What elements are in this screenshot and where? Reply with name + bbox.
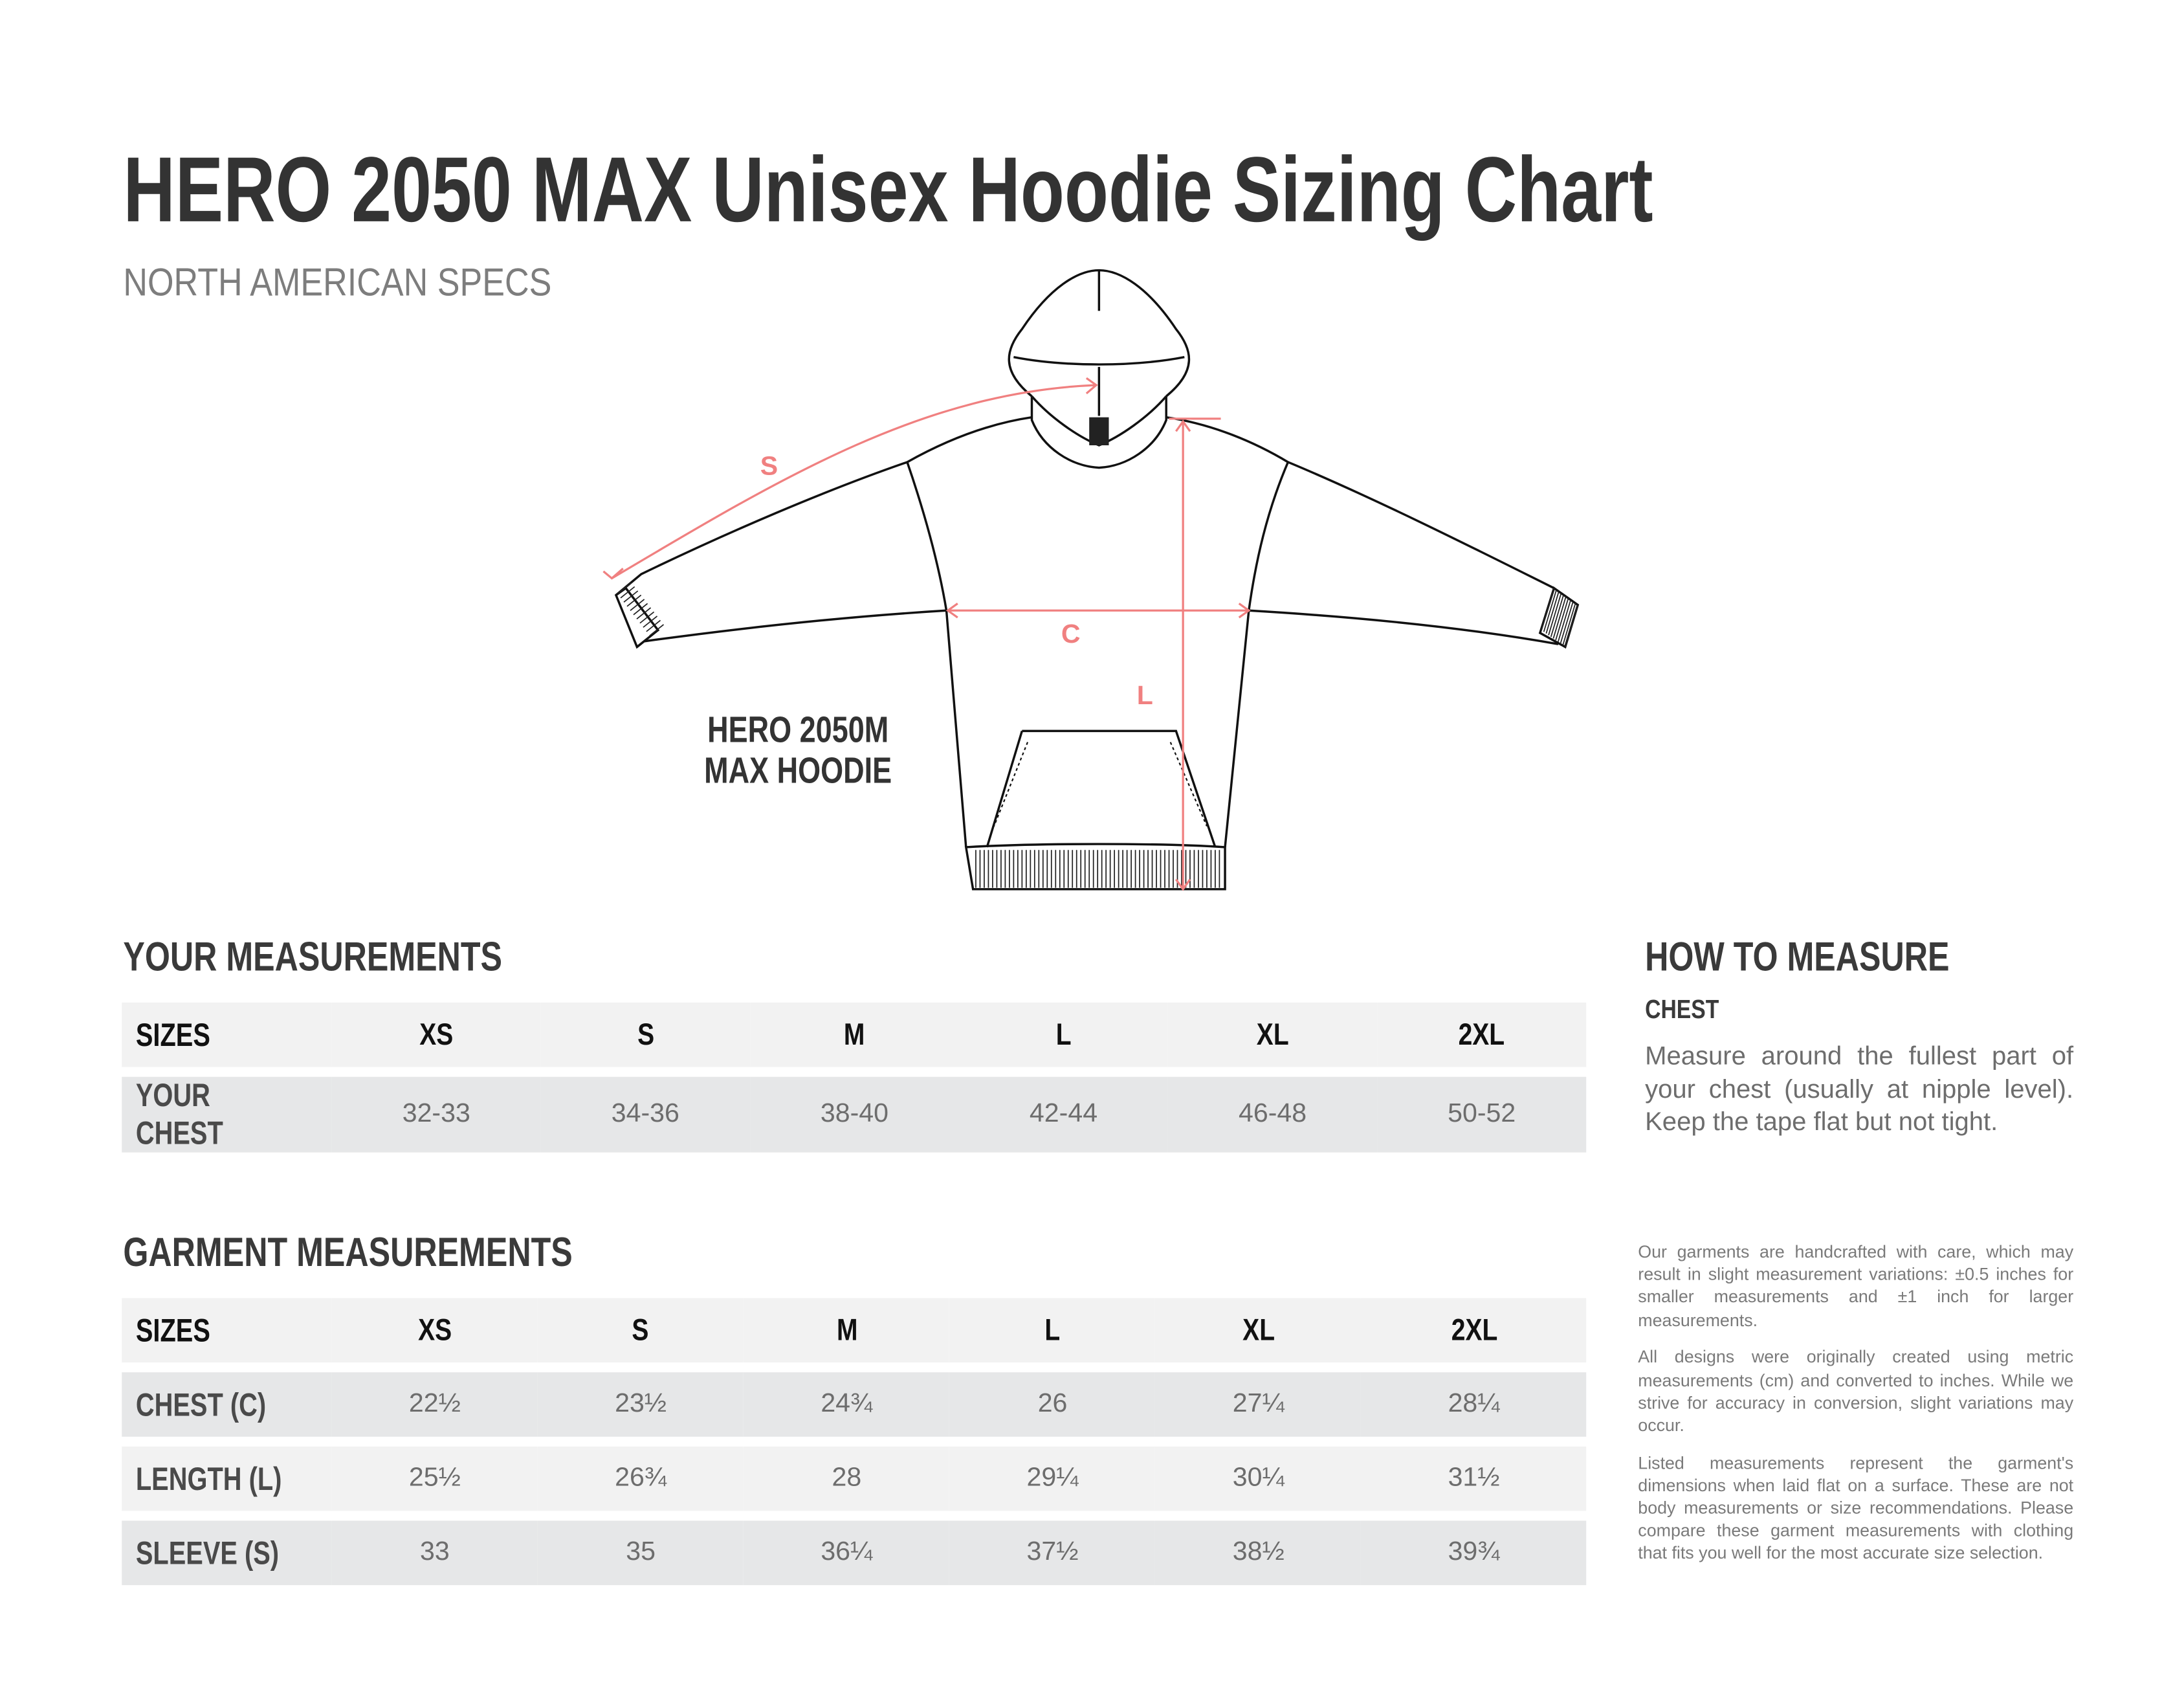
value-cell: 35 <box>537 1520 744 1586</box>
row-label-cell: LENGTH (L) <box>122 1446 332 1511</box>
size-label: S <box>632 1312 650 1348</box>
row-label: SIZES <box>135 1311 210 1348</box>
row-label-cell: CHEST (C) <box>122 1372 332 1437</box>
size-label: S <box>637 1016 654 1052</box>
value-cell: 26¾ <box>537 1446 744 1511</box>
table-row: YOUR CHEST 32-33 34-36 38-40 42-44 46-48 50-52 <box>122 1076 1587 1153</box>
size-header-cell: XL <box>1168 1003 1378 1067</box>
size-header-cell: XS <box>331 1003 541 1067</box>
chest-heading: CHEST <box>1645 995 1719 1025</box>
row-label-cell: SLEEVE (S) <box>122 1520 332 1586</box>
size-header-cell: L <box>958 1003 1169 1067</box>
length-label: L <box>1137 680 1153 710</box>
size-label: XL <box>1256 1016 1289 1052</box>
note: Listed measurements represent the garmen… <box>1638 1452 2074 1564</box>
row-label-cell: SIZES <box>122 1298 332 1363</box>
row-label: LENGTH (L) <box>135 1460 282 1496</box>
chest-label: C <box>1061 619 1081 649</box>
size-header-cell: L <box>949 1298 1156 1363</box>
table-row: CHEST (C) 22½ 23½ 24¾ 26 27¼ 28¼ <box>122 1372 1587 1437</box>
value-cell: 42-44 <box>958 1076 1169 1153</box>
page-title: HERO 2050 MAX Unisex Hoodie Sizing Chart <box>123 137 1653 241</box>
size-label: L <box>1044 1312 1061 1348</box>
table-row: SLEEVE (S) 33 35 36¼ 37½ 38½ 39¾ <box>122 1520 1587 1586</box>
table-header-row: SIZES XS S M L XL 2XL <box>122 1003 1587 1067</box>
table-row: LENGTH (L) 25½ 26¾ 28 29¼ 30¼ 31½ <box>122 1446 1587 1511</box>
size-label: XL <box>1242 1312 1275 1348</box>
size-header-cell: 2XL <box>1361 1298 1587 1363</box>
garment-measurements-table: SIZES XS S M L XL 2XL CHEST (C) 22½ 23½ 24¾ 26 27¼ 2… <box>122 1288 1587 1595</box>
sleeve-arrowheads <box>602 377 1098 580</box>
size-label: XS <box>419 1016 454 1052</box>
table-header-row: SIZES XS S M L XL 2XL <box>122 1298 1587 1363</box>
value-cell: 27¼ <box>1155 1372 1362 1437</box>
value-cell: 36¼ <box>744 1520 950 1586</box>
size-header-cell: M <box>744 1298 950 1363</box>
row-label: SLEEVE (S) <box>135 1534 280 1571</box>
size-label: XS <box>417 1312 452 1348</box>
row-label: SIZES <box>135 1016 210 1052</box>
row-label-cell: SIZES <box>122 1003 332 1067</box>
value-cell: 37½ <box>949 1520 1156 1586</box>
size-header-cell: XS <box>331 1298 538 1363</box>
note: Our garments are handcrafted with care, … <box>1638 1242 2074 1330</box>
size-label: M <box>844 1016 865 1052</box>
value-cell: 28¼ <box>1361 1372 1587 1437</box>
sleeve-label: S <box>760 450 778 480</box>
chest-instructions: Measure around the fullest part of your … <box>1645 1040 2074 1136</box>
hoodie-outline <box>614 269 1580 891</box>
value-cell: 38-40 <box>749 1076 959 1153</box>
size-header-cell: M <box>749 1003 959 1067</box>
your-measurements-heading: YOUR MEASUREMENTS <box>123 935 503 981</box>
value-cell: 28 <box>744 1446 950 1511</box>
value-cell: 31½ <box>1361 1446 1587 1511</box>
value-cell: 22½ <box>331 1372 538 1437</box>
size-header-cell: S <box>540 1003 750 1067</box>
row-label-cell: YOUR CHEST <box>122 1076 332 1153</box>
your-measurements-table: SIZES XS S M L XL 2XL YOUR CHEST 32-33 34-36 38-4… <box>122 993 1587 1162</box>
value-cell: 25½ <box>331 1446 538 1511</box>
sleeve-arrow <box>611 384 1097 579</box>
value-cell: 24¾ <box>744 1372 950 1437</box>
value-cell: 50-52 <box>1377 1076 1587 1153</box>
size-header-cell: 2XL <box>1377 1003 1587 1067</box>
garment-measurements-heading: GARMENT MEASUREMENTS <box>123 1230 573 1276</box>
model-name: HERO 2050M MAX HOODIE <box>704 708 892 792</box>
size-label: L <box>1055 1016 1072 1052</box>
size-header-cell: S <box>537 1298 744 1363</box>
value-cell: 30¼ <box>1155 1446 1362 1511</box>
row-label: CHEST (C) <box>135 1385 267 1423</box>
value-cell: 46-48 <box>1168 1076 1378 1153</box>
page-subtitle: NORTH AMERICAN SPECS <box>123 260 552 304</box>
value-cell: 26 <box>949 1372 1156 1437</box>
value-cell: 33 <box>331 1520 538 1586</box>
size-label: M <box>836 1312 857 1348</box>
dimension-arrows <box>602 377 1251 891</box>
how-to-measure-heading: HOW TO MEASURE <box>1645 935 1950 981</box>
notes: Our garments are handcrafted with care, … <box>1638 1241 2073 1580</box>
value-cell: 39¾ <box>1361 1520 1587 1586</box>
value-cell: 23½ <box>537 1372 744 1437</box>
size-header-cell: XL <box>1155 1298 1362 1363</box>
value-cell: 29¼ <box>949 1446 1156 1511</box>
hoodie-diagram: S C L <box>602 269 1580 891</box>
ribbing <box>617 582 1579 888</box>
value-cell: 32-33 <box>331 1076 541 1153</box>
row-label: YOUR CHEST <box>135 1076 223 1151</box>
value-cell: 38½ <box>1155 1520 1362 1586</box>
note: All designs were originally created usin… <box>1638 1347 2074 1436</box>
size-label: 2XL <box>1450 1312 1497 1348</box>
value-cell: 34-36 <box>540 1076 750 1153</box>
size-label: 2XL <box>1458 1016 1505 1052</box>
